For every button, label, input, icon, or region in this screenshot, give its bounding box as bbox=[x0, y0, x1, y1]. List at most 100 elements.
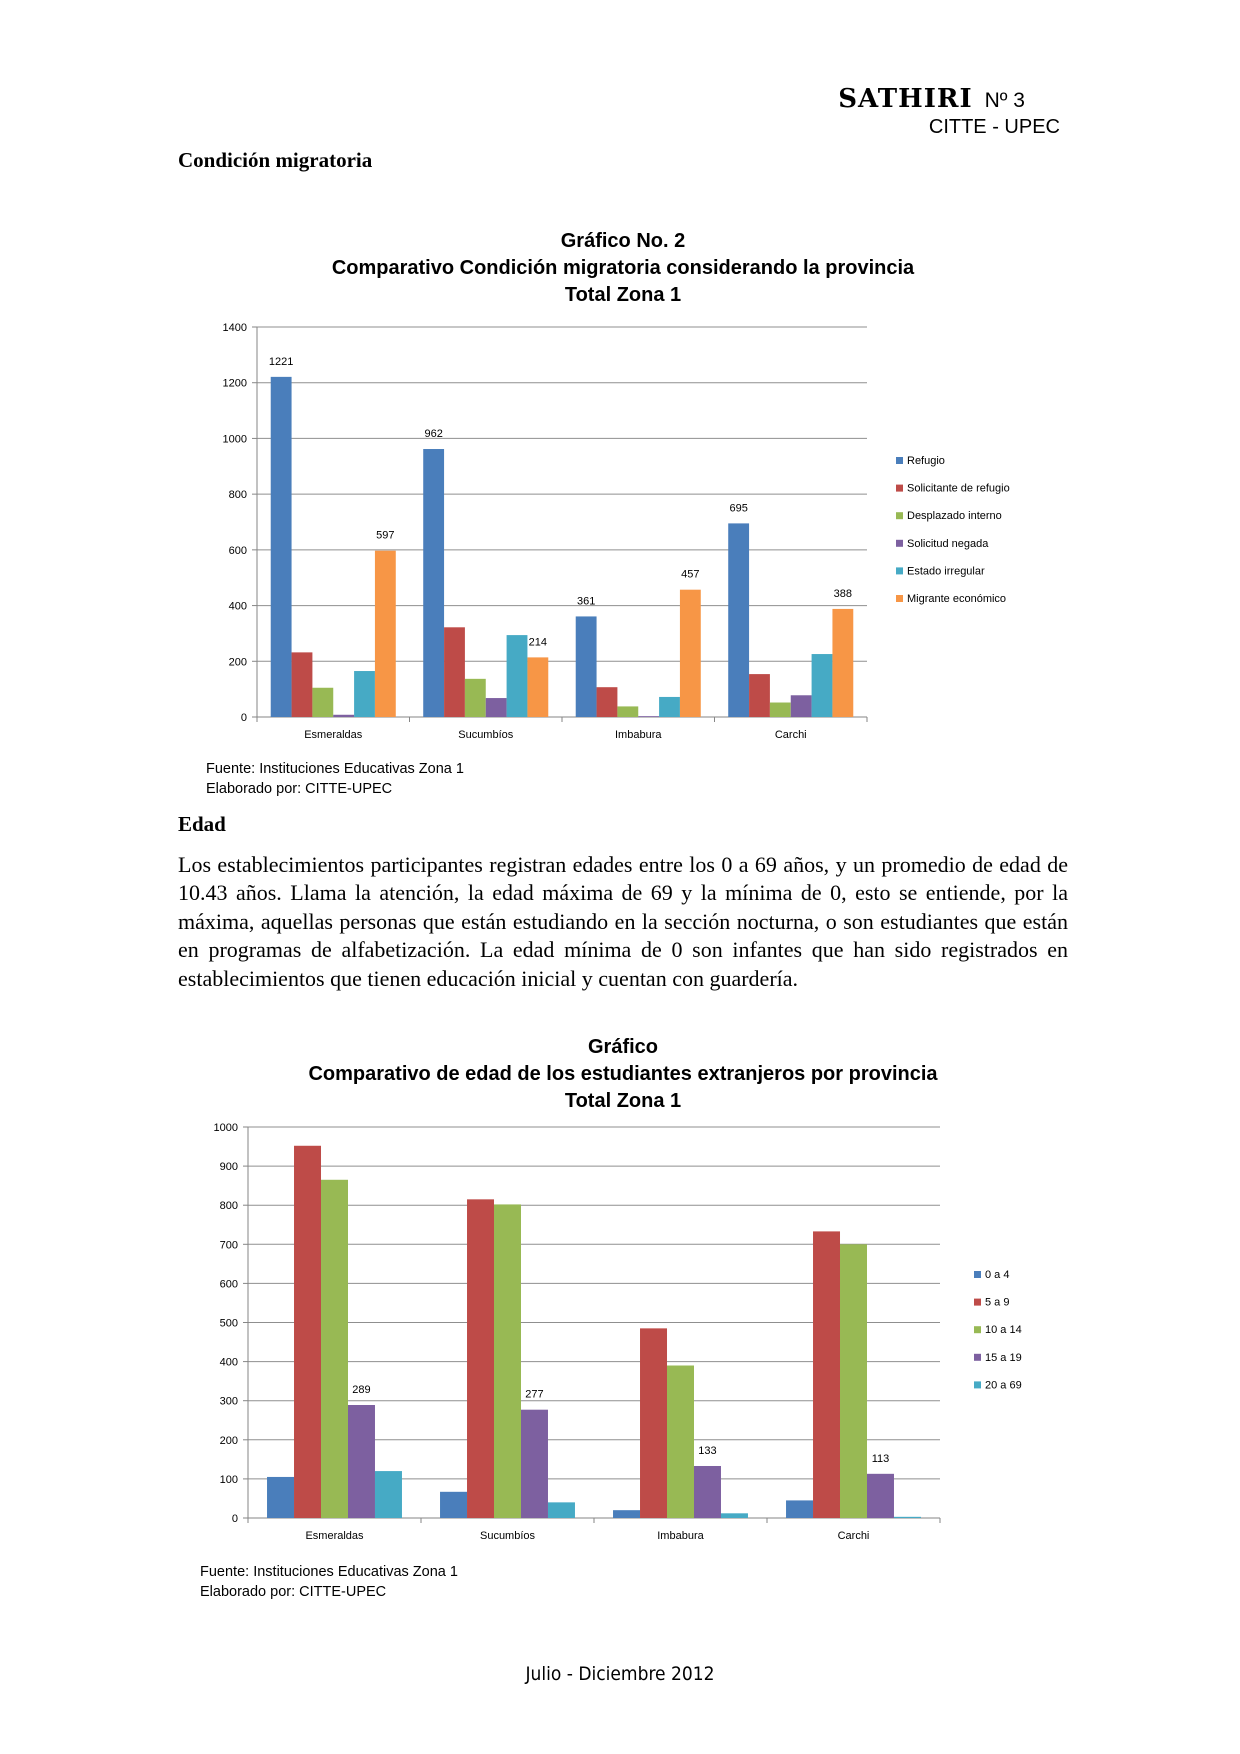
chart2-bar bbox=[294, 1145, 322, 1518]
journal-header: SATHIRI Nº 3 bbox=[838, 84, 1025, 114]
chart2-bar bbox=[267, 1476, 295, 1518]
chart1-bar bbox=[811, 654, 833, 717]
chart1-data-label: 361 bbox=[577, 595, 595, 607]
page-footer: Julio - Diciembre 2012 bbox=[525, 1663, 715, 1685]
chart2-legend-label: 0 a 4 bbox=[985, 1269, 1009, 1281]
chart1-bar bbox=[749, 674, 770, 717]
chart1-legend-label: Desplazado interno bbox=[907, 510, 1002, 522]
chart2-ytick-label: 1000 bbox=[214, 1122, 238, 1134]
chart2-legend-swatch bbox=[974, 1271, 981, 1278]
chart2-bar bbox=[613, 1510, 641, 1518]
chart1-bar bbox=[679, 589, 701, 717]
chart1-title-line2: Comparativo Condición migratoria conside… bbox=[331, 257, 915, 279]
chart1-bar bbox=[464, 678, 486, 717]
chart2-ytick-label: 300 bbox=[220, 1396, 238, 1408]
chart1-bar bbox=[333, 714, 355, 717]
chart1-data-label: 214 bbox=[529, 636, 547, 648]
chart2-bar bbox=[547, 1502, 575, 1518]
chart1-ytick-label: 1200 bbox=[223, 378, 247, 390]
chart2-ytick-label: 900 bbox=[220, 1161, 238, 1173]
chart1-ytick-label: 400 bbox=[229, 601, 247, 613]
chart1-bar bbox=[769, 702, 791, 717]
chart2-data-label: 277 bbox=[525, 1389, 543, 1401]
chart1-ytick-label: 0 bbox=[241, 712, 247, 724]
issue-number: Nº 3 bbox=[984, 89, 1025, 112]
chart1-bar bbox=[291, 652, 313, 717]
chart2-bar bbox=[840, 1244, 867, 1518]
chart2-legend-label: 20 a 69 bbox=[985, 1379, 1022, 1391]
chart1-bar bbox=[444, 627, 465, 717]
chart1-ytick-label: 1400 bbox=[223, 322, 247, 334]
chart2-bar bbox=[813, 1231, 841, 1518]
chart2-bar bbox=[693, 1465, 721, 1518]
journal-title: SATHIRI bbox=[838, 84, 973, 114]
chart2-ytick-label: 600 bbox=[220, 1278, 238, 1290]
chart1-bar bbox=[596, 687, 618, 717]
chart2-bar bbox=[520, 1409, 548, 1518]
chart1-data-label: 457 bbox=[681, 569, 699, 581]
chart2-ytick-label: 400 bbox=[220, 1357, 238, 1369]
chart1-ytick-label: 200 bbox=[229, 656, 247, 668]
chart2-title: Gráfico Comparativo de edad de los estud… bbox=[178, 1034, 1068, 1115]
age-paragraph: Los establecimientos participantes regis… bbox=[178, 852, 1068, 991]
chart2-ytick-label: 500 bbox=[220, 1318, 238, 1330]
chart2-author: Elaborado por: CITTE-UPEC bbox=[200, 1584, 387, 1600]
chart2-bar bbox=[321, 1179, 348, 1518]
chart2-ytick-label: 200 bbox=[220, 1435, 238, 1447]
chart1-title: Gráfico No. 2 Comparativo Condición migr… bbox=[178, 228, 1068, 309]
chart2-title-line1: Gráfico bbox=[587, 1036, 659, 1058]
chart2-legend-swatch bbox=[974, 1326, 981, 1334]
chart1-xtick-label: Sucumbíos bbox=[458, 729, 514, 741]
chart2-bar bbox=[866, 1473, 894, 1518]
chart2-bar bbox=[786, 1500, 814, 1518]
chart2-bar bbox=[667, 1365, 694, 1518]
chart1-bar bbox=[527, 657, 549, 717]
chart2-bar bbox=[494, 1204, 521, 1518]
chart1-source: Fuente: Instituciones Educativas Zona 1 bbox=[206, 761, 464, 777]
chart1-legend-label: Refugio bbox=[907, 455, 945, 467]
chart1-bar bbox=[575, 616, 597, 717]
chart2-data-label: 113 bbox=[872, 1453, 890, 1465]
chart1-legend-swatch bbox=[896, 567, 903, 575]
chart1-legend-label: Estado irregular bbox=[907, 565, 985, 577]
chart2-ytick-label: 100 bbox=[220, 1474, 238, 1486]
chart1-bar bbox=[312, 687, 334, 717]
chart1-ytick-label: 1000 bbox=[223, 433, 247, 445]
chart1-bar bbox=[617, 706, 639, 717]
chart2-ytick-label: 800 bbox=[220, 1200, 238, 1212]
chart2-bar bbox=[347, 1405, 375, 1518]
chart1-ytick-label: 600 bbox=[229, 545, 247, 557]
section-title-migration: Condición migratoria bbox=[178, 148, 373, 172]
header-org: CITTE - UPEC bbox=[928, 116, 1060, 138]
chart1-data-label: 695 bbox=[729, 502, 747, 514]
chart1-data-label: 962 bbox=[424, 428, 442, 440]
chart2-bar bbox=[893, 1516, 921, 1518]
chart2-xtick-label: Imbabura bbox=[657, 1530, 704, 1542]
chart1-title-line1: Gráfico No. 2 bbox=[560, 230, 686, 252]
chart1-bar bbox=[374, 550, 396, 717]
chart2-data-label: 133 bbox=[698, 1445, 716, 1457]
chart2-xtick-label: Esmeraldas bbox=[305, 1530, 364, 1542]
chart2-legend-swatch bbox=[974, 1298, 981, 1306]
chart1-data-label: 1221 bbox=[269, 356, 293, 368]
chart1-legend-label: Migrante económico bbox=[907, 593, 1006, 605]
chart2-title-line2: Comparativo de edad de los estudiantes e… bbox=[308, 1063, 938, 1085]
chart2-source-block: Fuente: Instituciones Educativas Zona 1 … bbox=[200, 1562, 458, 1602]
chart2-bar bbox=[640, 1328, 668, 1518]
chart1-xtick-label: Esmeraldas bbox=[304, 729, 363, 741]
chart1-legend-swatch bbox=[896, 539, 903, 547]
chart2-legend-label: 15 a 19 bbox=[985, 1352, 1022, 1364]
chart2-ytick-label: 0 bbox=[232, 1513, 238, 1525]
chart1-source-block: Fuente: Instituciones Educativas Zona 1 … bbox=[206, 759, 464, 799]
chart2-bar bbox=[467, 1199, 495, 1518]
chart1-xtick-label: Carchi bbox=[775, 729, 807, 741]
chart2-legend-swatch bbox=[974, 1381, 981, 1389]
chart2-legend-swatch bbox=[974, 1353, 981, 1361]
chart2-data-label: 289 bbox=[352, 1384, 370, 1396]
chart2-ytick-label: 700 bbox=[220, 1239, 238, 1251]
chart2-title-line3: Total Zona 1 bbox=[564, 1090, 682, 1112]
chart1-bar bbox=[506, 635, 528, 717]
chart1-bar bbox=[638, 716, 660, 717]
chart2-bar bbox=[374, 1471, 402, 1518]
